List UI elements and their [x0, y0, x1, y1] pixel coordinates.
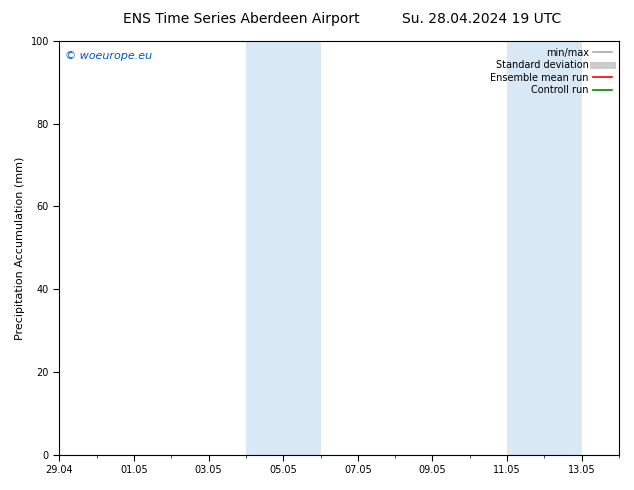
- Text: Su. 28.04.2024 19 UTC: Su. 28.04.2024 19 UTC: [402, 12, 562, 26]
- Legend: min/max, Standard deviation, Ensemble mean run, Controll run: min/max, Standard deviation, Ensemble me…: [488, 46, 614, 97]
- Bar: [246, 41, 321, 455]
- Text: ENS Time Series Aberdeen Airport: ENS Time Series Aberdeen Airport: [122, 12, 359, 26]
- Bar: [507, 41, 581, 455]
- Text: © woeurope.eu: © woeurope.eu: [65, 51, 152, 61]
- Y-axis label: Precipitation Accumulation (mm): Precipitation Accumulation (mm): [15, 156, 25, 340]
